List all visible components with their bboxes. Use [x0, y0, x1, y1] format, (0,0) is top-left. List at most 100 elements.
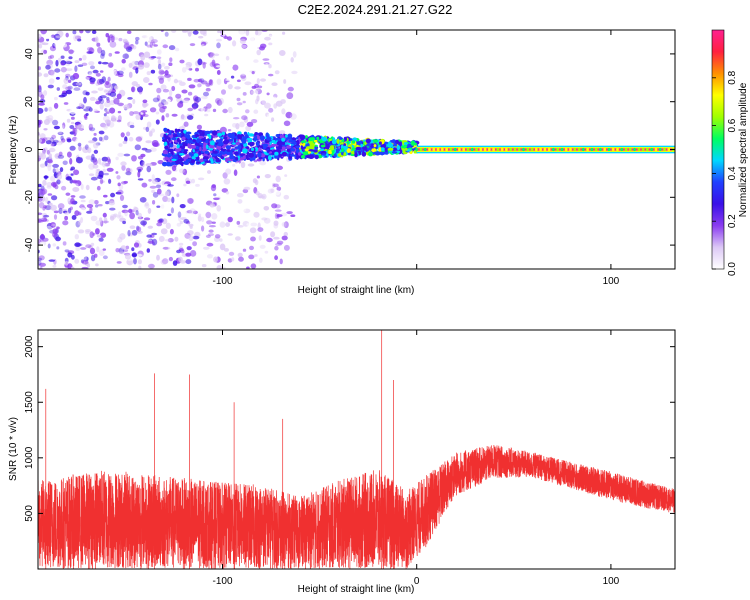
- heatmap-cell: [92, 142, 99, 149]
- heatmap-cell: [94, 110, 100, 114]
- heatmap-cell: [92, 232, 96, 236]
- heatmap-cell: [156, 94, 161, 102]
- heatmap-cell: [85, 113, 89, 116]
- heatmap-cell: [134, 60, 140, 66]
- heatmap-cell: [387, 161, 391, 165]
- heatmap-cell: [105, 92, 111, 96]
- heatmap-cell: [254, 254, 258, 257]
- heatmap-cell: [182, 65, 190, 68]
- heatmap-cell: [157, 63, 162, 70]
- heatmap-cell: [75, 82, 82, 86]
- heatmap-cell: [66, 66, 73, 69]
- heatmap-cell: [306, 217, 310, 220]
- heatmap-cell: [240, 73, 247, 79]
- heatmap-cell: [196, 138, 200, 144]
- heatmap-cell: [79, 207, 87, 214]
- heatmap-cell: [261, 217, 268, 221]
- heatmap-cell: [167, 184, 174, 187]
- heatmap-cell: [48, 78, 55, 84]
- heatmap-cell: [44, 137, 51, 140]
- heatmap-cell: [38, 90, 43, 98]
- heatmap-cell: [211, 130, 218, 136]
- heatmap-cell: [257, 73, 262, 80]
- heatmap-cell: [259, 244, 266, 249]
- heatmap-cell: [109, 41, 117, 48]
- heatmap-cell: [187, 139, 193, 144]
- heatmap-cell: [62, 122, 66, 129]
- heatmap-cell: [112, 58, 120, 62]
- heatmap-cell: [326, 242, 330, 246]
- heatmap-cell: [122, 220, 126, 225]
- heatmap-cell: [370, 103, 374, 106]
- heatmap-cell: [72, 72, 80, 80]
- heatmap-cell: [341, 221, 345, 224]
- heatmap-cell: [271, 117, 275, 122]
- heatmap-cell: [263, 62, 270, 65]
- heatmap-cell: [52, 119, 59, 126]
- heatmap-cell: [305, 249, 309, 253]
- heatmap-cell: [227, 106, 233, 114]
- heatmap-cell: [301, 235, 305, 239]
- heatmap-cell: [162, 88, 169, 93]
- heatmap-cell: [137, 178, 144, 181]
- heatmap-cell: [599, 147, 602, 152]
- heatmap-cell: [197, 215, 202, 222]
- heatmap-cell: [109, 91, 117, 98]
- heatmap-cell: [192, 105, 197, 110]
- heatmap-cell: [227, 64, 233, 69]
- heatmap-cell: [324, 178, 328, 182]
- heatmap-cell: [245, 30, 250, 36]
- heatmap-cell: [339, 32, 342, 35]
- heatmap-cell: [56, 173, 63, 180]
- heatmap-cell: [55, 59, 59, 67]
- heatmap-cell: [102, 248, 107, 251]
- heatmap-cell: [311, 105, 315, 109]
- heatmap-cell: [382, 214, 386, 217]
- heatmap-cell: [43, 128, 48, 131]
- heatmap-cell: [201, 138, 206, 142]
- heatmap-cell: [103, 113, 107, 117]
- heatmap-cell: [145, 163, 153, 167]
- heatmap-cell: [249, 227, 257, 234]
- heatmap-cell: [177, 80, 183, 83]
- heatmap-cell: [333, 261, 337, 265]
- heatmap-cell: [230, 75, 235, 79]
- heatmap-cell: [663, 147, 666, 152]
- heatmap-cell: [38, 33, 42, 39]
- heatmap-cell: [396, 144, 401, 151]
- heatmap-cell: [66, 138, 72, 143]
- heatmap-cell: [153, 44, 158, 47]
- heatmap-cell: [264, 36, 271, 41]
- heatmap-cell: [122, 187, 130, 193]
- heatmap-cell: [314, 249, 318, 252]
- heatmap-cell: [225, 55, 230, 61]
- heatmap-cell: [53, 214, 58, 220]
- heatmap-cell: [80, 199, 86, 203]
- heatmap-cell: [265, 62, 269, 69]
- heatmap-cell: [138, 265, 142, 269]
- heatmap-cell: [144, 201, 149, 207]
- heatmap-cell: [172, 260, 178, 266]
- heatmap-cell: [242, 100, 246, 104]
- heatmap-cell: [91, 93, 99, 98]
- heatmap-cell: [349, 115, 353, 119]
- heatmap-cell: [96, 185, 101, 191]
- heatmap-cell: [43, 205, 47, 209]
- heatmap-cell: [39, 189, 46, 196]
- heatmap-cell: [183, 219, 190, 224]
- heatmap-cell: [100, 53, 105, 59]
- heatmap-cell: [40, 249, 46, 253]
- heatmap-cell: [243, 116, 249, 123]
- heatmap-cell: [222, 172, 228, 179]
- heatmap-cell: [47, 188, 53, 194]
- heatmap-cell: [291, 137, 297, 141]
- heatmap-cell: [254, 83, 259, 89]
- heatmap-cell: [65, 61, 73, 65]
- heatmap-cell: [158, 69, 165, 75]
- heatmap-cell: [296, 208, 299, 211]
- heatmap-cell: [162, 200, 167, 204]
- heatmap-cell: [132, 222, 138, 226]
- colorbar-tick-label: 0.2: [727, 214, 738, 228]
- heatmap-cell: [228, 251, 235, 256]
- heatmap-cell: [667, 147, 671, 152]
